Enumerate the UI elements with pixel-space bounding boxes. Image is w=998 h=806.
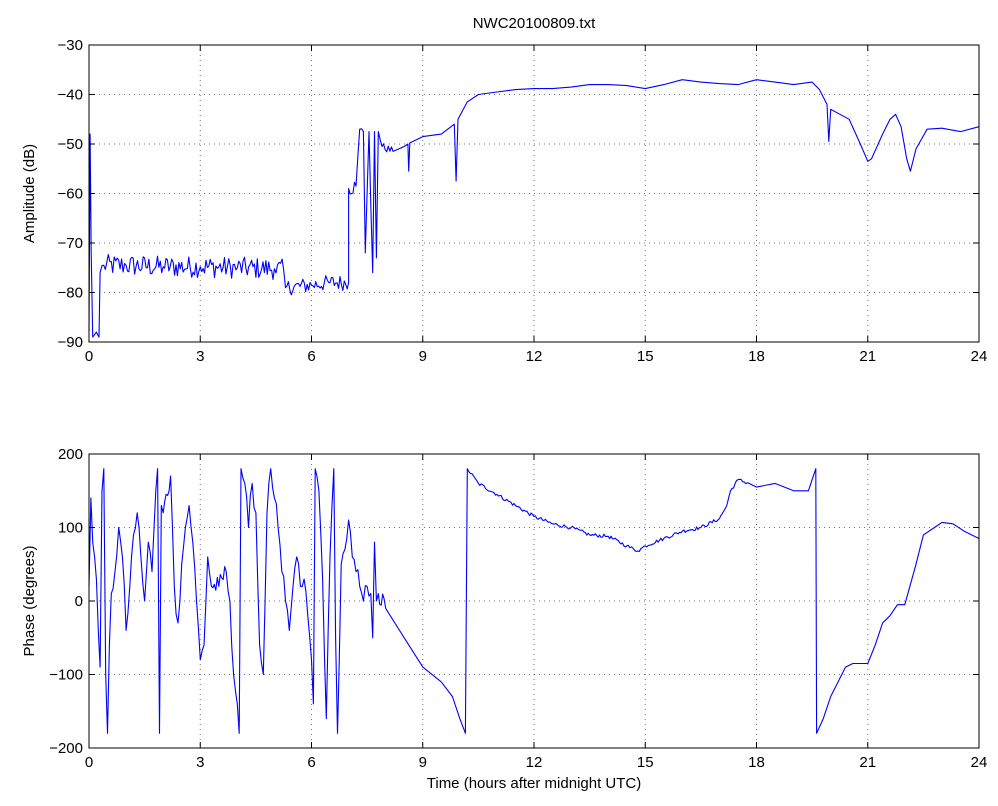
amplitude-y-tick-label: −50: [58, 136, 83, 153]
chart-title: NWC20100809.txt: [473, 15, 596, 32]
amplitude-y-tick-label: −40: [58, 87, 83, 104]
phase-x-tick-label: 0: [85, 754, 93, 771]
amplitude-grid: [89, 45, 979, 342]
time-x-axis-label: Time (hours after midnight UTC): [427, 775, 642, 792]
phase-x-tick-label: 3: [196, 754, 204, 771]
phase-y-tick-label: −100: [49, 667, 83, 684]
amplitude-y-tick-label: −60: [58, 186, 83, 203]
amplitude-x-tick-label: 24: [971, 348, 988, 365]
phase-grid: [89, 454, 979, 748]
amplitude-y-tick-label: −80: [58, 285, 83, 302]
amplitude-ticks: 0 3 6 9 12 15 18 21 24 −30 −40 −50 −60 −70 −80 −90: [58, 37, 988, 365]
amplitude-y-tick-label: −70: [58, 235, 83, 252]
phase-x-tick-label: 18: [748, 754, 765, 771]
amplitude-x-tick-label: 12: [526, 348, 543, 365]
phase-y-tick-label: 100: [58, 520, 83, 537]
amplitude-x-tick-label: 15: [637, 348, 654, 365]
phase-series-line: [88, 468, 980, 734]
phase-y-tick-label: 0: [75, 593, 83, 610]
amplitude-x-tick-label: 9: [419, 348, 427, 365]
phase-x-tick-label: 12: [526, 754, 543, 771]
amplitude-series-line: [88, 79, 980, 338]
phase-x-tick-label: 24: [971, 754, 988, 771]
amplitude-y-axis-label: Amplitude (dB): [21, 144, 38, 243]
amplitude-x-tick-label: 0: [85, 348, 93, 365]
amplitude-panel: 0 3 6 9 12 15 18 21 24 −30 −40 −50 −60 −70 −80 −90 NWC2…: [21, 15, 987, 365]
phase-y-tick-label: 200: [58, 446, 83, 463]
phase-x-tick-label: 9: [419, 754, 427, 771]
phase-series: [88, 468, 980, 734]
phase-x-tick-label: 21: [859, 754, 876, 771]
amplitude-y-tick-label: −90: [58, 334, 83, 351]
phase-panel: 0 3 6 9 12 15 18 21 24 200 100 0 −100 −200 Phase (deg…: [21, 446, 987, 792]
phase-y-axis-label: Phase (degrees): [21, 546, 38, 657]
phase-x-tick-label: 15: [637, 754, 654, 771]
amplitude-series: [88, 79, 980, 338]
phase-y-tick-label: −200: [49, 740, 83, 757]
amplitude-x-tick-label: 3: [196, 348, 204, 365]
amplitude-y-tick-label: −30: [58, 37, 83, 54]
phase-x-tick-label: 6: [307, 754, 315, 771]
amplitude-x-tick-label: 6: [307, 348, 315, 365]
amplitude-x-tick-label: 21: [859, 348, 876, 365]
phase-ticks: 0 3 6 9 12 15 18 21 24 200 100 0 −100 −200: [49, 446, 987, 771]
amplitude-x-tick-label: 18: [748, 348, 765, 365]
